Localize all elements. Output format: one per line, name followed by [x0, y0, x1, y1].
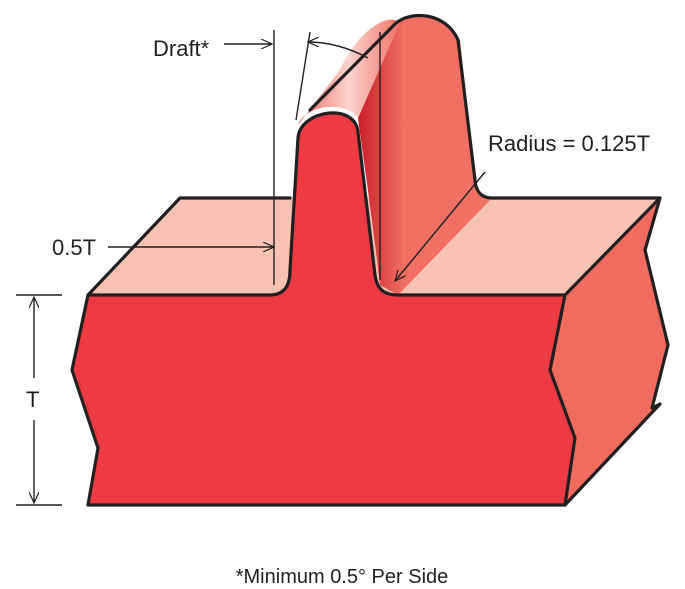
thickness-label: T — [26, 387, 39, 412]
rib-side-face — [358, 15, 492, 295]
draft-label: Draft* — [153, 36, 210, 61]
outline-strokes — [70, 13, 670, 507]
front-face-profile — [72, 112, 575, 505]
base-right-face — [550, 198, 668, 505]
dimension-arrows — [34, 42, 486, 503]
base-top-face — [88, 198, 660, 295]
radius-label: Radius = 0.125T — [488, 131, 650, 156]
half-t-label: 0.5T — [52, 235, 96, 260]
radius-arrow — [395, 171, 486, 281]
footnote: *Minimum 0.5° Per Side — [236, 566, 449, 588]
draft-angle-arc — [308, 42, 369, 59]
